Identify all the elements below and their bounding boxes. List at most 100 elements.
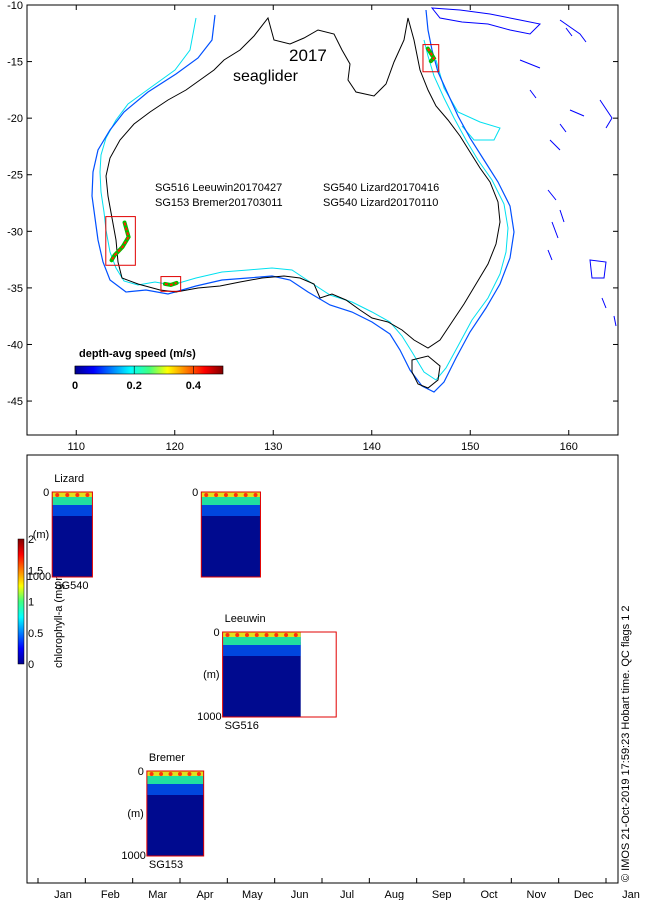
mission-label: SG540 Lizard20170416 [323,182,439,194]
section-glider-label: SG516 [225,720,259,732]
x-tick-label: 160 [560,441,578,453]
chl-section-surface [146,771,204,776]
glider-track-speed-bremer [164,281,177,286]
chl-section-frame [146,770,205,857]
depth-unit-label: (m) [203,669,220,681]
chl-section-surface [52,492,93,497]
speed-colorbar-tick-label: 0.2 [127,380,142,392]
chl-section-lizard-1: 0 [192,487,261,578]
section-glider-label: SG153 [149,859,183,871]
month-tick-label: Sep [432,889,452,900]
x-tick-label: 150 [461,441,479,453]
chl-surface-bloom [243,493,248,497]
chl-surface-bloom [223,493,228,497]
map-subtitle: seaglider [233,68,299,85]
chl-section-lizard-0: 0 (m) 1000 Lizard SG540 [27,473,93,592]
y-tick-label: -45 [7,396,23,408]
chl-surface-bloom [214,493,219,497]
speed-colorbar-tick-label: 0 [72,380,78,392]
month-tick-label: Nov [527,889,547,900]
chl-surface-bloom [75,493,80,497]
chl-surface-bloom [85,493,90,497]
month-tick-label: Apr [196,889,213,900]
mission-box-leeuwin [105,216,136,266]
chl-section-subsurface-max [52,497,93,505]
chl-colorbar-tick-label: 1.5 [28,565,43,577]
map-axes-box [26,4,619,436]
chl-section-frame [200,491,261,578]
shelf-contour [99,17,509,381]
x-tick-label: 130 [264,441,282,453]
chl-colorbar [17,538,25,665]
chl-surface-bloom [253,493,258,497]
month-tick-label: Aug [385,889,405,900]
y-tick-label: -20 [7,113,23,125]
chl-section-mid-layer [146,781,204,795]
depth-top-label: 0 [43,487,49,499]
month-tick-label: Jun [291,889,309,900]
mission-box-lizard [422,44,440,73]
australia-coastline [105,16,501,349]
section-glider-label: SG540 [54,580,88,592]
chlorophyll-panel: 0 0.5 1 1.5 2 chlorophyll-a (mg m-3) 0 (m) 100… [17,454,640,900]
month-tick-label: Dec [574,889,594,900]
isobath-contour [91,9,515,393]
x-tick-label: 120 [166,441,184,453]
speed-colorbar-tick-label: 0.4 [186,380,202,392]
chl-section-leeuwin-2: 0 (m) 1000 Leeuwin SG516 [197,613,337,732]
y-tick-label: -15 [7,57,23,69]
y-tick-label: -40 [7,339,23,351]
chl-colorbar-tick-label: 0.5 [28,628,43,640]
y-tick-label: -10 [7,0,23,12]
depth-unit-label: (m) [127,808,144,820]
section-region-label: Bremer [149,752,185,764]
chl-section-mid-layer [52,502,93,516]
chl-surface-bloom [233,493,238,497]
chl-section-subsurface-max [146,776,204,784]
chl-surface-bloom [159,772,164,776]
chl-surface-bloom [225,633,230,637]
speed-colorbar [74,365,224,375]
section-region-label: Leeuwin [225,613,266,625]
depth-top-label: 0 [192,487,198,499]
chl-section-mid-layer [201,502,261,516]
chl-surface-bloom [204,493,209,497]
y-tick-label: -30 [7,226,23,238]
mission-label: SG153 Bremer201703011 [155,197,283,209]
tasmania-coastline [411,355,441,389]
month-tick-label: Oct [480,889,497,900]
month-tick-label: Jan [54,889,72,900]
month-tick-label: Jul [340,889,354,900]
chl-colorbar-tick-label: 1 [28,597,34,609]
glider-track-speed-lizard [427,48,436,62]
mission-labels: SG516 Leeuwin20170427 SG153 Bremer201703… [155,182,439,209]
map-panel: 2017 seaglider SG516 Leeuwin20170427 SG1… [7,0,619,453]
chl-surface-bloom [196,772,201,776]
depth-bottom-label: 1000 [27,571,51,583]
chl-section-bremer-3: 0 (m) 1000 Bremer SG153 [121,752,205,871]
mission-label: SG540 Lizard20170110 [323,197,438,209]
month-tick-label: Jan [622,889,640,900]
depth-bottom-label: 1000 [197,711,221,723]
chl-section-frame [222,631,337,718]
chl-surface-bloom [65,493,70,497]
chl-section-subsurface-max [201,497,261,505]
chl-surface-bloom [187,772,192,776]
speed-colorbar-label: depth-avg speed (m/s) [79,348,196,360]
glider-track-speed-leeuwin [110,222,130,261]
month-ticks: Jan Feb Mar Apr May Jun Jul Aug Sep Oct Nov Dec Jan [37,878,640,900]
nz-edge [547,189,559,261]
map-ticks: 110 120 130 140 150 160 -10 -15 -20 -25 -30 -35 -40 -… [7,0,618,453]
chl-surface-bloom [178,772,182,776]
chl-colorbar-label: chlorophyll-a (mg m-3) [53,558,65,668]
section-region-label: Lizard [54,473,84,485]
shelf-contour-inner [435,59,501,141]
new-guinea-coastline [430,7,542,35]
map-title: 2017 [289,46,327,65]
chl-section-frame [51,491,93,578]
chl-colorbar-tick-label: 2 [28,534,34,546]
month-tick-label: Mar [148,889,167,900]
chl-surface-bloom [235,633,240,637]
chl-surface-bloom [55,493,60,497]
depth-bottom-label: 1000 [121,850,145,862]
